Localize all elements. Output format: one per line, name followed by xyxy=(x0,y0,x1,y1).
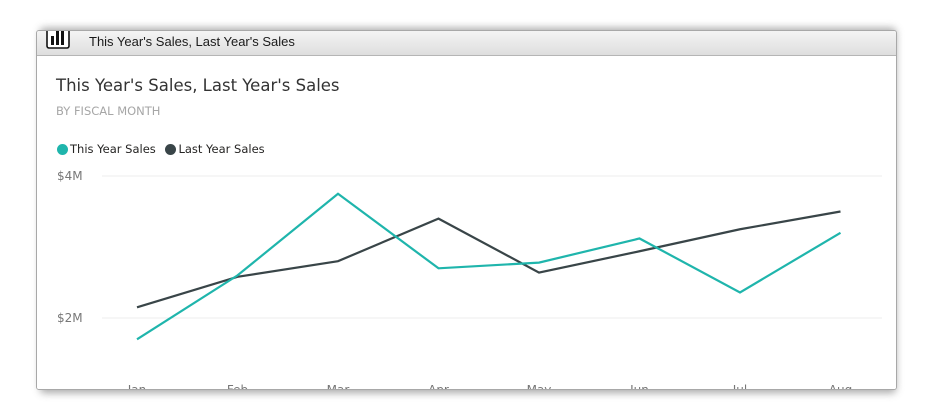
legend-label-this-year: This Year Sales xyxy=(70,142,156,156)
chart-title: This Year's Sales, Last Year's Sales xyxy=(56,76,340,95)
legend-marker-last-year xyxy=(165,143,177,155)
legend-item-this-year[interactable]: This Year Sales xyxy=(57,142,156,156)
x-tick-label: Aug xyxy=(829,383,852,389)
chart-subtitle: BY FISCAL MONTH xyxy=(56,104,161,118)
x-tick-label: Jul xyxy=(732,383,747,389)
line-chart-visual[interactable]: This Year's Sales, Last Year's Sales BY … xyxy=(37,56,896,389)
series-line-last-year xyxy=(136,210,841,309)
visual-window: This Year's Sales, Last Year's Sales Thi… xyxy=(36,30,897,390)
x-tick-label: Mar xyxy=(327,383,350,389)
power-bi-icon xyxy=(46,31,70,49)
window-title: This Year's Sales, Last Year's Sales xyxy=(89,34,295,49)
chart-legend: This Year Sales Last Year Sales xyxy=(57,142,271,158)
legend-label-last-year: Last Year Sales xyxy=(178,142,265,156)
window-titlebar[interactable]: This Year's Sales, Last Year's Sales xyxy=(37,31,896,56)
x-tick-label: Jan xyxy=(127,383,147,389)
legend-marker-this-year xyxy=(57,143,68,155)
x-tick-label: Apr xyxy=(428,383,449,389)
x-tick-label: May xyxy=(527,383,552,389)
y-tick-label: $2M xyxy=(57,311,83,325)
y-tick-label: $4M xyxy=(57,169,83,183)
x-tick-label: Jun xyxy=(629,383,649,389)
x-tick-label: Feb xyxy=(227,383,248,389)
chart-plot: $2M $4M Jan Feb Mar Apr May Jun Jul Aug xyxy=(57,169,882,389)
legend-item-last-year[interactable]: Last Year Sales xyxy=(165,142,265,156)
series-line-this-year xyxy=(136,192,842,341)
